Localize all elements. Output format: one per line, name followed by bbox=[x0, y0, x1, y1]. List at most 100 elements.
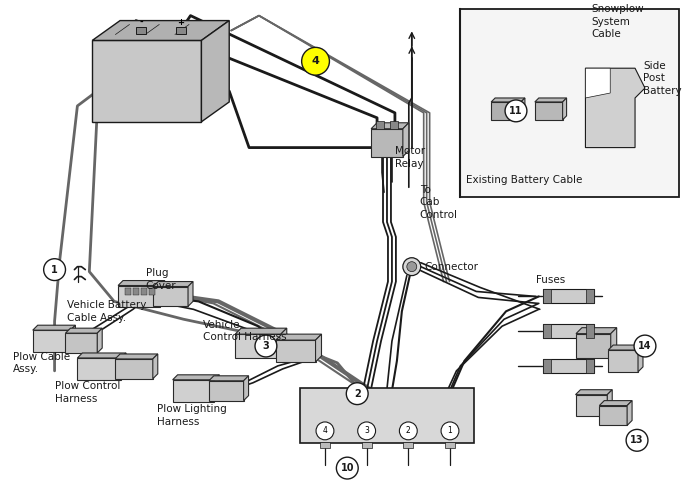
Bar bbox=[376, 121, 384, 129]
Text: Existing Battery Cable: Existing Battery Cable bbox=[466, 175, 583, 185]
Circle shape bbox=[441, 422, 459, 440]
Text: 2: 2 bbox=[354, 389, 360, 399]
Bar bbox=[136, 27, 146, 35]
Text: Side
Post
Battery: Side Post Battery bbox=[643, 61, 681, 96]
Bar bbox=[118, 286, 160, 307]
Bar bbox=[586, 359, 595, 373]
Polygon shape bbox=[92, 21, 229, 41]
Polygon shape bbox=[586, 68, 645, 148]
Text: Vehicle
Control Harness: Vehicle Control Harness bbox=[203, 320, 287, 342]
Bar bbox=[371, 129, 403, 156]
Bar bbox=[209, 381, 244, 401]
Polygon shape bbox=[153, 354, 158, 379]
Circle shape bbox=[302, 48, 329, 75]
Circle shape bbox=[43, 259, 65, 281]
Polygon shape bbox=[235, 328, 287, 334]
Polygon shape bbox=[610, 328, 617, 358]
Polygon shape bbox=[97, 328, 102, 353]
Polygon shape bbox=[586, 68, 610, 98]
Text: Fuses: Fuses bbox=[536, 275, 565, 285]
Circle shape bbox=[255, 335, 277, 357]
Text: Plow Control
Harness: Plow Control Harness bbox=[54, 381, 120, 404]
Bar bbox=[543, 290, 595, 304]
Bar bbox=[176, 27, 185, 35]
Polygon shape bbox=[575, 390, 613, 395]
Bar bbox=[362, 442, 371, 448]
Text: Connector: Connector bbox=[424, 262, 479, 272]
Text: Snowplow
System
Cable: Snowplow System Cable bbox=[591, 4, 644, 39]
Polygon shape bbox=[599, 401, 632, 406]
Polygon shape bbox=[607, 390, 613, 416]
Text: 11: 11 bbox=[509, 106, 523, 116]
Bar bbox=[543, 290, 551, 304]
Bar bbox=[133, 289, 139, 296]
Polygon shape bbox=[201, 21, 229, 122]
Polygon shape bbox=[576, 328, 617, 334]
Bar bbox=[535, 102, 563, 120]
Text: 3: 3 bbox=[263, 341, 269, 351]
Bar bbox=[608, 350, 638, 372]
Bar bbox=[115, 359, 153, 379]
Text: Motor
Relay: Motor Relay bbox=[395, 146, 425, 169]
Bar bbox=[543, 324, 551, 338]
Polygon shape bbox=[154, 282, 193, 287]
Bar bbox=[586, 324, 595, 338]
Bar bbox=[390, 121, 398, 129]
Bar bbox=[77, 358, 121, 380]
Polygon shape bbox=[627, 401, 632, 425]
Bar bbox=[320, 442, 330, 448]
Text: 14: 14 bbox=[638, 341, 652, 351]
Bar bbox=[235, 334, 281, 358]
Polygon shape bbox=[403, 123, 409, 156]
Polygon shape bbox=[244, 376, 249, 401]
Polygon shape bbox=[535, 98, 566, 102]
Text: 1: 1 bbox=[51, 265, 58, 275]
Polygon shape bbox=[121, 353, 126, 380]
Text: 1: 1 bbox=[448, 426, 453, 435]
Circle shape bbox=[634, 335, 656, 357]
Polygon shape bbox=[115, 354, 158, 359]
Polygon shape bbox=[563, 98, 566, 120]
Bar bbox=[491, 102, 521, 120]
Bar bbox=[460, 9, 679, 197]
Circle shape bbox=[403, 258, 421, 276]
Bar bbox=[33, 330, 70, 352]
Circle shape bbox=[358, 422, 376, 440]
Circle shape bbox=[316, 422, 334, 440]
Bar bbox=[173, 380, 214, 402]
Text: Plug
Cover: Plug Cover bbox=[146, 269, 176, 291]
Bar bbox=[445, 442, 455, 448]
Bar bbox=[543, 359, 551, 373]
Circle shape bbox=[347, 383, 368, 405]
Polygon shape bbox=[608, 345, 643, 350]
Text: Plow Cable
Assy.: Plow Cable Assy. bbox=[13, 352, 70, 374]
Bar bbox=[92, 41, 201, 122]
Text: 3: 3 bbox=[364, 426, 369, 435]
Polygon shape bbox=[491, 98, 525, 102]
Circle shape bbox=[400, 422, 418, 440]
Bar bbox=[543, 359, 595, 373]
Bar bbox=[543, 324, 595, 338]
Circle shape bbox=[505, 100, 527, 122]
Bar bbox=[599, 406, 627, 425]
Bar bbox=[403, 442, 413, 448]
Text: 2: 2 bbox=[406, 426, 411, 435]
Text: -: - bbox=[139, 18, 143, 27]
Text: 4: 4 bbox=[311, 56, 320, 66]
Circle shape bbox=[626, 429, 648, 451]
Polygon shape bbox=[214, 375, 219, 402]
Bar bbox=[125, 289, 131, 296]
Polygon shape bbox=[160, 281, 165, 307]
Text: Vehicle Battery
Cable Assy.: Vehicle Battery Cable Assy. bbox=[68, 300, 147, 323]
Polygon shape bbox=[281, 328, 287, 358]
Bar bbox=[300, 388, 474, 443]
Polygon shape bbox=[65, 328, 102, 333]
Polygon shape bbox=[173, 375, 219, 380]
Bar bbox=[575, 395, 607, 416]
Polygon shape bbox=[77, 353, 126, 358]
Text: Plow Lighting
Harness: Plow Lighting Harness bbox=[157, 404, 227, 427]
Text: 13: 13 bbox=[630, 435, 644, 445]
Bar bbox=[276, 340, 316, 362]
Text: +: + bbox=[177, 18, 184, 27]
Polygon shape bbox=[188, 282, 193, 306]
